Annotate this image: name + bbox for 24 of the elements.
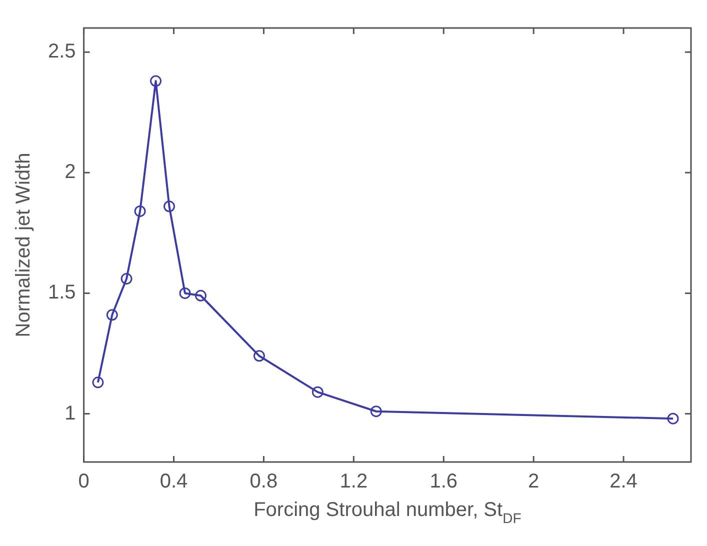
- point: [134, 205, 146, 217]
- point: [667, 412, 679, 424]
- point: [370, 406, 382, 418]
- x-tick-label: 2: [528, 470, 540, 493]
- x-tick-label: 1.2: [340, 470, 368, 493]
- point: [92, 376, 104, 388]
- y-tick-label: 2: [64, 161, 76, 184]
- x-tick-label: 0.8: [250, 470, 278, 493]
- x-tick-label: 1.6: [430, 470, 458, 493]
- point: [164, 200, 176, 212]
- x-tick-label: 0: [78, 470, 90, 493]
- point: [253, 350, 265, 362]
- point: [194, 290, 206, 302]
- point: [120, 273, 132, 285]
- y-tick-label: 2.5: [48, 40, 76, 63]
- y-tick-label: 1: [64, 402, 76, 424]
- point: [150, 75, 162, 87]
- y-axis-title: Normalized jet Width: [12, 152, 35, 338]
- x-tick-label: 0.4: [160, 470, 188, 493]
- point: [312, 386, 324, 398]
- y-tick-label: 1.5: [48, 282, 76, 304]
- x-tick-label: 2.4: [610, 470, 638, 493]
- point: [179, 287, 191, 299]
- point: [106, 309, 118, 321]
